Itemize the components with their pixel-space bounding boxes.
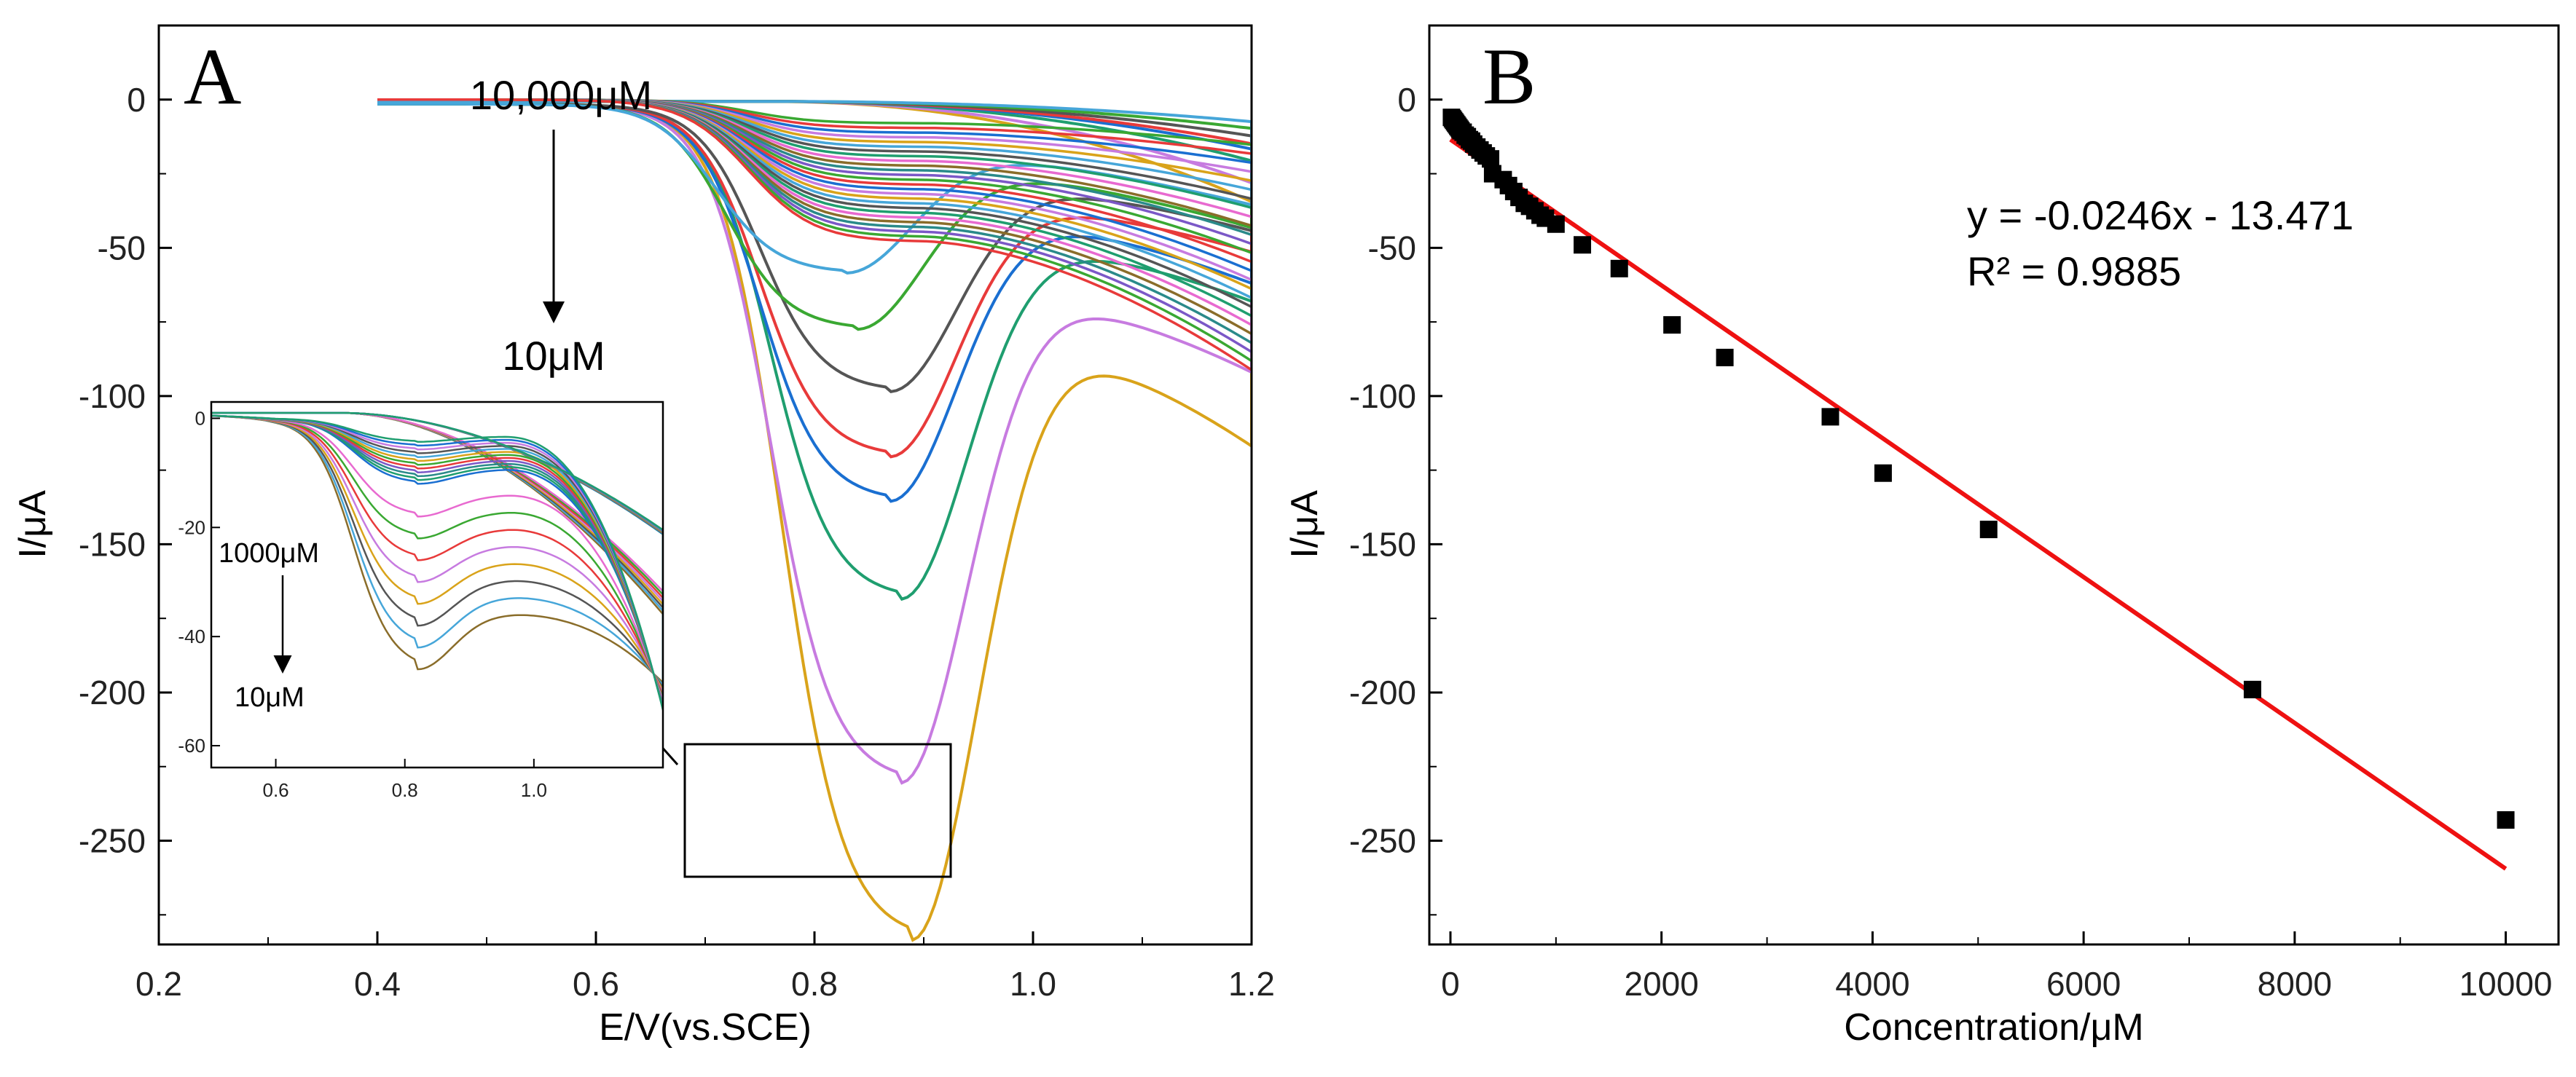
panel-b-x-axis-title: Concentration/μM: [1844, 1006, 2143, 1049]
panel-a-letter: A: [184, 32, 241, 121]
inset-curves: [211, 411, 663, 711]
panel-a-x-tick-label: 0.4: [354, 965, 401, 1003]
r-squared-label: R² = 0.9885: [1967, 248, 2181, 294]
data-point: [1547, 215, 1565, 233]
data-point: [1979, 521, 1998, 539]
data-point: [2243, 680, 2261, 698]
panel-a-y-tick-label: -200: [79, 674, 146, 711]
panel-a-y-tick-label: 0: [127, 81, 146, 119]
panel-a: A 0.2 0.4 0.6 0.8 1.0 1.20-50-100-150-200-250…: [12, 24, 1275, 1049]
panel-a-curves: [377, 98, 1252, 942]
panel-a-x-axis-title: E/V(vs.SCE): [599, 1006, 812, 1049]
panel-a-x-tick-label: 0.8: [791, 965, 838, 1003]
inset-x-tick-label: 0.8: [392, 779, 418, 801]
inset-annotation-top: 1000μM: [219, 538, 319, 569]
panel-b-x-tick-label: 6000: [2046, 965, 2121, 1003]
inset-cv-curve: [211, 411, 663, 711]
data-point: [1716, 348, 1734, 366]
inset-y-tick-label: -20: [178, 516, 205, 538]
panel-b-y-tick-label: -150: [1349, 525, 1416, 563]
panel-b-x-tick-label: 10000: [2459, 965, 2553, 1003]
inset-ticks: 0.6 0.8 1.0 0 -20 -40 -60: [178, 407, 547, 801]
panel-a-x-tick-label: 0.2: [136, 965, 182, 1003]
panel-a-y-tick-label: -50: [98, 229, 146, 267]
panel-b-y-axis-title: I/μA: [1284, 490, 1326, 559]
panel-a-ticks: 0.2 0.4 0.6 0.8 1.0 1.20-50-100-150-200-250: [79, 81, 1275, 1003]
panel-b-letter: B: [1483, 32, 1536, 121]
inset-plot: 0.6 0.8 1.0 0 -20 -40 -60 1000μM 10μM: [178, 401, 664, 801]
inset-y-tick-label: -60: [178, 735, 205, 757]
panel-a-annotation-bottom: 10μM: [502, 333, 605, 379]
panel-b-y-tick-label: -50: [1368, 229, 1416, 267]
panel-a-y-tick-label: -250: [79, 822, 146, 860]
panel-a-y-tick-label: -150: [79, 525, 146, 563]
panel-a-y-tick-label: -100: [79, 377, 146, 415]
data-point: [1610, 259, 1628, 277]
regression-equation: y = -0.0246x - 13.471: [1967, 192, 2354, 238]
data-point: [1574, 236, 1592, 254]
data-point: [1874, 464, 1892, 482]
panel-b-y-tick-label: 0: [1397, 81, 1416, 119]
panel-a-annotation-top: 10,000μM: [470, 72, 652, 118]
inset-y-tick-label: 0: [195, 407, 205, 429]
inset-x-tick-label: 0.6: [262, 779, 288, 801]
panel-b-y-tick-label: -250: [1349, 822, 1416, 860]
inset-y-tick-label: -40: [178, 626, 205, 647]
panel-a-x-tick-label: 1.2: [1228, 965, 1275, 1003]
panel-b-x-tick-label: 8000: [2258, 965, 2332, 1003]
data-point: [1821, 408, 1839, 426]
panel-b-y-tick-label: -200: [1349, 674, 1416, 711]
panel-b-x-tick-label: 0: [1441, 965, 1460, 1003]
cv-curve: [377, 98, 1252, 371]
panel-b-frame: [1428, 24, 2560, 946]
data-point: [1482, 150, 1500, 168]
panel-b-y-tick-label: -100: [1349, 377, 1416, 415]
panel-b-plot-area: [1442, 109, 2515, 871]
inset-annotation-bottom: 10μM: [235, 682, 305, 713]
data-point: [1663, 316, 1681, 334]
panel-a-x-tick-label: 0.6: [573, 965, 619, 1003]
zoom-region-box: [683, 743, 952, 878]
inset-x-tick-label: 1.0: [521, 779, 547, 801]
panel-a-frame: [157, 24, 1253, 946]
panel-b-x-tick-label: 2000: [1625, 965, 1699, 1003]
inset-frame: [210, 401, 664, 769]
panel-b-x-tick-label: 4000: [1835, 965, 1909, 1003]
panel-b: B 0 2000 4000 6000 8000 10000 0 -50 -100 -150 -200…: [1284, 24, 2560, 1049]
panel-a-x-tick-label: 1.0: [1010, 965, 1056, 1003]
panel-a-y-axis-title: I/μA: [12, 490, 54, 559]
panel-b-ticks: 0 2000 4000 6000 8000 10000 0 -50 -100 -150 -200 -2…: [1349, 81, 2553, 1003]
data-point: [2497, 811, 2515, 829]
